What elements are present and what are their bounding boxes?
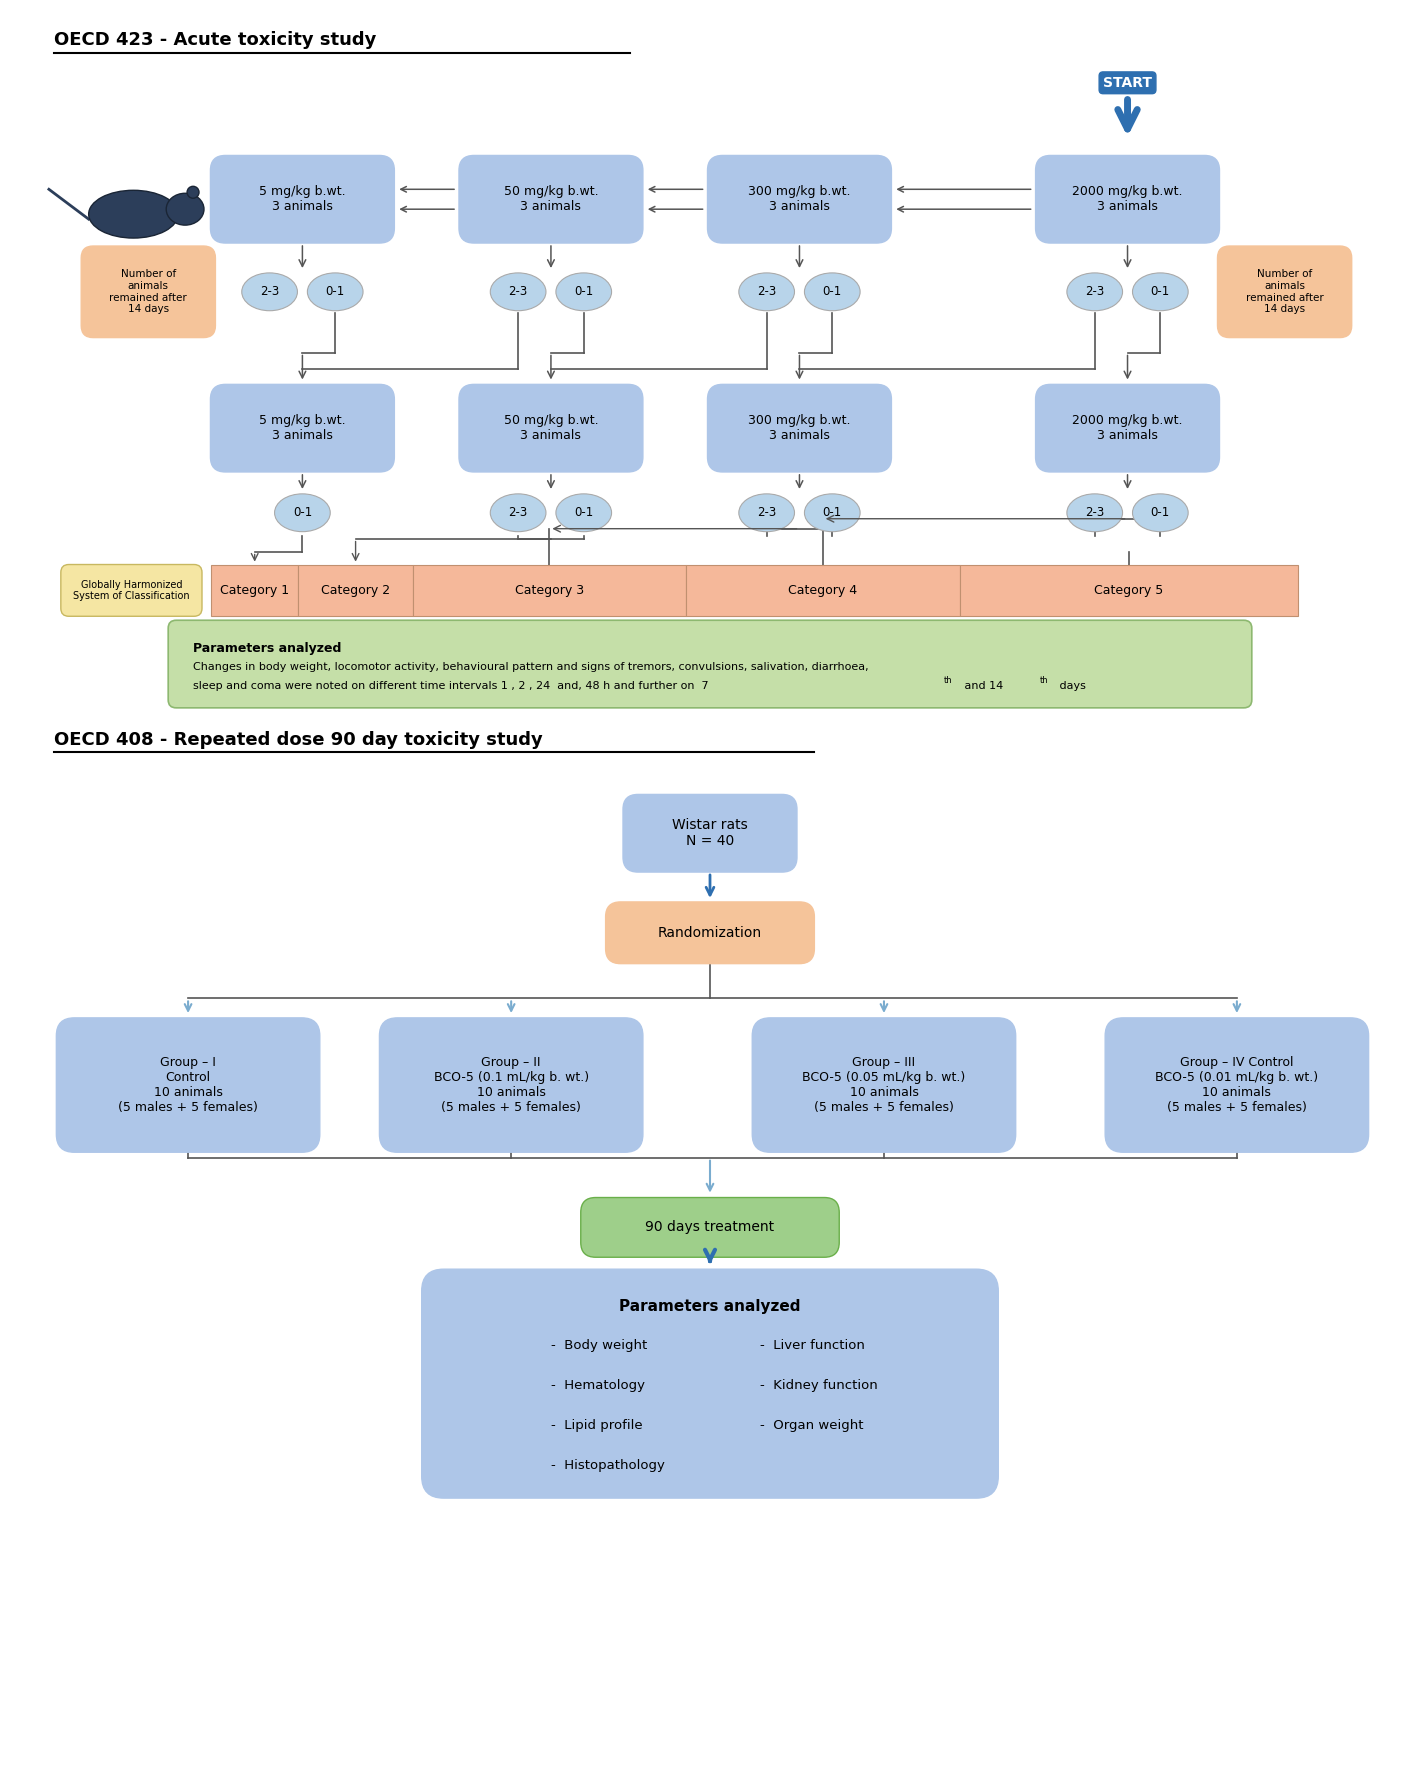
FancyBboxPatch shape [687, 565, 959, 616]
Text: 2-3: 2-3 [508, 507, 528, 519]
FancyBboxPatch shape [210, 384, 394, 471]
FancyBboxPatch shape [421, 1270, 999, 1498]
FancyBboxPatch shape [1036, 384, 1219, 471]
Text: -  Histopathology: - Histopathology [551, 1459, 666, 1472]
Text: Parameters analyzed: Parameters analyzed [619, 1298, 800, 1314]
FancyBboxPatch shape [81, 246, 216, 338]
Text: Number of
animals
remained after
14 days: Number of animals remained after 14 days [1246, 269, 1324, 313]
Text: 2-3: 2-3 [758, 285, 776, 298]
Ellipse shape [556, 494, 612, 531]
Text: Category 3: Category 3 [515, 584, 585, 597]
Text: Changes in body weight, locomotor activity, behavioural pattern and signs of tre: Changes in body weight, locomotor activi… [193, 662, 868, 671]
FancyBboxPatch shape [169, 620, 1252, 708]
Ellipse shape [491, 273, 546, 310]
Text: Globally Harmonized
System of Classification: Globally Harmonized System of Classifica… [74, 579, 190, 600]
Text: Category 1: Category 1 [220, 584, 289, 597]
Text: START: START [1103, 76, 1152, 90]
Ellipse shape [166, 193, 204, 225]
Text: th: th [944, 677, 952, 685]
Text: 5 mg/kg b.wt.
3 animals: 5 mg/kg b.wt. 3 animals [260, 414, 346, 443]
Text: Group – III
BCO-5 (0.05 mL/kg b. wt.)
10 animals
(5 males + 5 females): Group – III BCO-5 (0.05 mL/kg b. wt.) 10… [802, 1056, 965, 1114]
Ellipse shape [187, 186, 199, 198]
Text: and 14: and 14 [961, 680, 1003, 691]
Text: 0-1: 0-1 [292, 507, 312, 519]
FancyBboxPatch shape [959, 565, 1297, 616]
Ellipse shape [88, 189, 179, 237]
FancyBboxPatch shape [413, 565, 687, 616]
Ellipse shape [1067, 494, 1122, 531]
Ellipse shape [805, 273, 860, 310]
Ellipse shape [274, 494, 331, 531]
FancyBboxPatch shape [379, 1018, 643, 1153]
Text: -  Hematology: - Hematology [551, 1380, 646, 1392]
Text: OECD 423 - Acute toxicity study: OECD 423 - Acute toxicity study [54, 32, 376, 50]
Text: Parameters analyzed: Parameters analyzed [193, 641, 342, 655]
Text: 300 mg/kg b.wt.
3 animals: 300 mg/kg b.wt. 3 animals [748, 414, 851, 443]
Ellipse shape [805, 494, 860, 531]
Text: 0-1: 0-1 [575, 285, 593, 298]
Text: -  Liver function: - Liver function [759, 1339, 864, 1353]
Text: 0-1: 0-1 [325, 285, 345, 298]
Text: days: days [1056, 680, 1086, 691]
Ellipse shape [241, 273, 298, 310]
Text: 50 mg/kg b.wt.
3 animals: 50 mg/kg b.wt. 3 animals [504, 414, 599, 443]
Text: 2-3: 2-3 [1086, 507, 1104, 519]
Text: 50 mg/kg b.wt.
3 animals: 50 mg/kg b.wt. 3 animals [504, 186, 599, 213]
FancyBboxPatch shape [708, 156, 891, 243]
FancyBboxPatch shape [458, 156, 643, 243]
FancyBboxPatch shape [298, 565, 413, 616]
Text: OECD 408 - Repeated dose 90 day toxicity study: OECD 408 - Repeated dose 90 day toxicity… [54, 731, 542, 749]
Ellipse shape [739, 273, 795, 310]
Text: 5 mg/kg b.wt.
3 animals: 5 mg/kg b.wt. 3 animals [260, 186, 346, 213]
FancyBboxPatch shape [752, 1018, 1016, 1153]
Text: 300 mg/kg b.wt.
3 animals: 300 mg/kg b.wt. 3 animals [748, 186, 851, 213]
Text: 0-1: 0-1 [575, 507, 593, 519]
FancyBboxPatch shape [211, 565, 298, 616]
Ellipse shape [739, 494, 795, 531]
Text: -  Body weight: - Body weight [551, 1339, 647, 1353]
FancyBboxPatch shape [708, 384, 891, 471]
Text: th: th [1040, 677, 1049, 685]
Text: -  Lipid profile: - Lipid profile [551, 1419, 643, 1433]
Text: 2-3: 2-3 [260, 285, 280, 298]
Ellipse shape [1132, 494, 1188, 531]
Text: Randomization: Randomization [658, 926, 762, 940]
Text: 2-3: 2-3 [508, 285, 528, 298]
Text: Category 4: Category 4 [789, 584, 857, 597]
FancyBboxPatch shape [458, 384, 643, 471]
Text: Group – IV Control
BCO-5 (0.01 mL/kg b. wt.)
10 animals
(5 males + 5 females): Group – IV Control BCO-5 (0.01 mL/kg b. … [1155, 1056, 1318, 1114]
Ellipse shape [1132, 273, 1188, 310]
Text: Group – II
BCO-5 (0.1 mL/kg b. wt.)
10 animals
(5 males + 5 females): Group – II BCO-5 (0.1 mL/kg b. wt.) 10 a… [434, 1056, 589, 1114]
Text: -  Organ weight: - Organ weight [759, 1419, 863, 1433]
Ellipse shape [1067, 273, 1122, 310]
Text: Category 2: Category 2 [321, 584, 390, 597]
Text: Number of
animals
remained after
14 days: Number of animals remained after 14 days [109, 269, 187, 313]
Text: Category 5: Category 5 [1094, 584, 1164, 597]
FancyBboxPatch shape [623, 795, 797, 871]
Ellipse shape [556, 273, 612, 310]
FancyBboxPatch shape [1105, 1018, 1368, 1153]
FancyBboxPatch shape [61, 565, 201, 616]
Text: Group – I
Control
10 animals
(5 males + 5 females): Group – I Control 10 animals (5 males + … [118, 1056, 258, 1114]
FancyBboxPatch shape [606, 901, 815, 963]
Text: 2-3: 2-3 [1086, 285, 1104, 298]
Text: sleep and coma were noted on different time intervals 1 , 2 , 24  and, 48 h and : sleep and coma were noted on different t… [193, 680, 708, 691]
FancyBboxPatch shape [1218, 246, 1352, 338]
Text: 0-1: 0-1 [1151, 285, 1169, 298]
FancyBboxPatch shape [57, 1018, 319, 1153]
Text: 2000 mg/kg b.wt.
3 animals: 2000 mg/kg b.wt. 3 animals [1073, 414, 1183, 443]
Text: 2000 mg/kg b.wt.
3 animals: 2000 mg/kg b.wt. 3 animals [1073, 186, 1183, 213]
Text: 0-1: 0-1 [1151, 507, 1169, 519]
Text: 0-1: 0-1 [823, 285, 841, 298]
Ellipse shape [491, 494, 546, 531]
Text: Wistar rats
N = 40: Wistar rats N = 40 [673, 818, 748, 848]
FancyBboxPatch shape [580, 1197, 839, 1257]
Text: 90 days treatment: 90 days treatment [646, 1220, 775, 1234]
FancyBboxPatch shape [1036, 156, 1219, 243]
Ellipse shape [308, 273, 363, 310]
Text: 0-1: 0-1 [823, 507, 841, 519]
Text: -  Kidney function: - Kidney function [759, 1380, 877, 1392]
FancyBboxPatch shape [210, 156, 394, 243]
Text: 2-3: 2-3 [758, 507, 776, 519]
